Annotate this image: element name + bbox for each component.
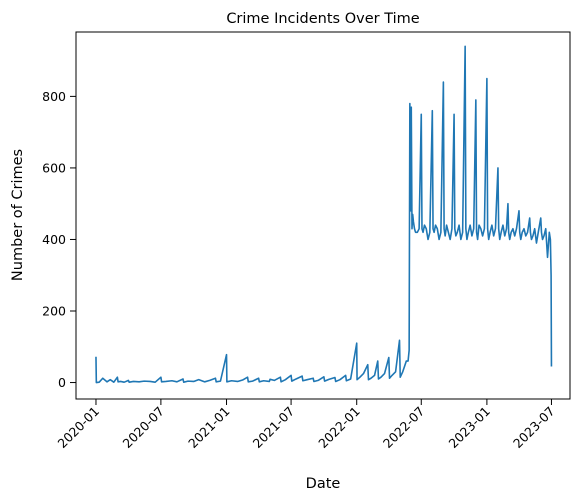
plot-frame (75, 31, 571, 400)
x-tick-label: 2023-07 (510, 404, 558, 452)
y-tick-label: 0 (58, 375, 66, 390)
y-tick-label: 200 (42, 304, 66, 319)
series-line (95, 45, 553, 384)
y-axis: 0 200 400 600 800 (42, 89, 76, 390)
x-tick-label: 2020-01 (55, 404, 103, 452)
x-tick-label: 2020-07 (119, 404, 167, 452)
x-axis-label: Date (306, 476, 341, 492)
chart-title: Crime Incidents Over Time (226, 11, 419, 27)
y-tick-label: 400 (42, 232, 66, 247)
y-tick-label: 600 (42, 160, 66, 175)
x-tick-label: 2022-01 (315, 404, 363, 452)
y-tick-label: 800 (42, 89, 66, 104)
y-axis-label: Number of Crimes (10, 149, 26, 281)
x-tick-label: 2021-07 (250, 404, 298, 452)
x-tick-label: 2023-01 (445, 404, 493, 452)
x-tick-label: 2021-01 (185, 404, 233, 452)
x-axis: 2020-01 2020-07 2021-01 2021-07 2022-01 2022-… (55, 399, 558, 451)
x-tick-label: 2022-07 (380, 404, 428, 452)
